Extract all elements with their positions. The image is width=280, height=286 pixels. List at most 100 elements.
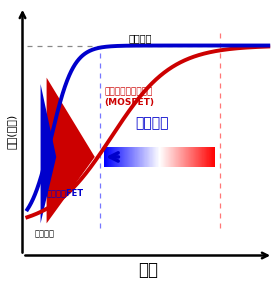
Bar — [159, 147, 160, 166]
Bar — [213, 147, 214, 166]
Bar — [129, 147, 130, 166]
Bar — [113, 147, 114, 166]
Bar — [176, 147, 177, 166]
Bar — [200, 147, 201, 166]
Bar — [127, 147, 128, 166]
Bar — [119, 147, 120, 166]
Bar — [183, 147, 184, 166]
Bar — [117, 147, 118, 166]
Bar — [105, 147, 106, 166]
Bar — [132, 147, 133, 166]
Bar — [162, 147, 163, 166]
Bar — [149, 147, 150, 166]
Bar — [193, 147, 194, 166]
Bar — [211, 147, 212, 166]
Bar — [137, 147, 138, 166]
Bar — [139, 147, 140, 166]
Bar — [181, 147, 182, 166]
Bar — [140, 147, 141, 166]
Bar — [150, 147, 151, 166]
Bar — [124, 147, 125, 166]
Bar — [204, 147, 205, 166]
Bar — [190, 147, 191, 166]
Text: 従来のトランジスタ
(MOSFET): 従来のトランジスタ (MOSFET) — [104, 87, 154, 107]
Bar — [202, 147, 203, 166]
Bar — [198, 147, 199, 166]
Bar — [109, 147, 110, 166]
Bar — [106, 147, 107, 166]
Bar — [115, 147, 116, 166]
Bar — [141, 147, 142, 166]
Bar — [125, 147, 126, 166]
Y-axis label: 電流(対数): 電流(対数) — [7, 114, 17, 149]
Bar — [116, 147, 117, 166]
Bar — [146, 147, 147, 166]
Bar — [172, 147, 173, 166]
Bar — [197, 147, 198, 166]
Bar — [197, 147, 198, 166]
Bar — [182, 147, 183, 166]
Bar — [211, 147, 212, 166]
Bar — [152, 147, 153, 166]
Bar — [130, 147, 131, 166]
Bar — [123, 147, 124, 166]
Bar — [181, 147, 182, 166]
Text: トンネルFET: トンネルFET — [46, 188, 84, 198]
Bar — [141, 147, 142, 166]
Text: オン状態: オン状態 — [129, 33, 152, 43]
Bar — [126, 147, 127, 166]
Bar — [147, 147, 148, 166]
Bar — [201, 147, 202, 166]
Bar — [120, 147, 121, 166]
Bar — [210, 147, 211, 166]
Bar — [108, 147, 109, 166]
Bar — [195, 147, 196, 166]
Bar — [107, 147, 108, 166]
Bar — [112, 147, 113, 166]
Bar — [163, 147, 164, 166]
Bar — [206, 147, 207, 166]
Bar — [179, 147, 180, 166]
Bar — [107, 147, 108, 166]
Bar — [168, 147, 169, 166]
Bar — [160, 147, 161, 166]
Bar — [205, 147, 206, 166]
Bar — [169, 147, 170, 166]
Bar — [124, 147, 125, 166]
Bar — [144, 147, 145, 166]
Bar — [186, 147, 187, 166]
Bar — [178, 147, 179, 166]
Bar — [185, 147, 186, 166]
Bar — [176, 147, 177, 166]
Bar — [111, 147, 112, 166]
Polygon shape — [46, 78, 95, 223]
Bar — [160, 147, 161, 166]
Bar — [184, 147, 185, 166]
Bar — [170, 147, 171, 166]
Bar — [165, 147, 166, 166]
Bar — [119, 147, 120, 166]
Bar — [148, 147, 149, 166]
Bar — [196, 147, 197, 166]
Polygon shape — [41, 84, 56, 223]
Bar — [206, 147, 207, 166]
Bar — [207, 147, 208, 166]
Bar — [163, 147, 164, 166]
Bar — [115, 147, 116, 166]
Bar — [202, 147, 203, 166]
Bar — [116, 147, 117, 166]
Bar — [199, 147, 200, 166]
Bar — [155, 147, 156, 166]
Bar — [128, 147, 129, 166]
Bar — [120, 147, 121, 166]
Bar — [189, 147, 190, 166]
Bar — [175, 147, 176, 166]
Bar — [129, 147, 130, 166]
Bar — [208, 147, 209, 166]
Bar — [159, 147, 160, 166]
Bar — [134, 147, 135, 166]
Bar — [194, 147, 195, 166]
Bar — [175, 147, 176, 166]
Bar — [134, 147, 135, 166]
Bar — [171, 147, 172, 166]
